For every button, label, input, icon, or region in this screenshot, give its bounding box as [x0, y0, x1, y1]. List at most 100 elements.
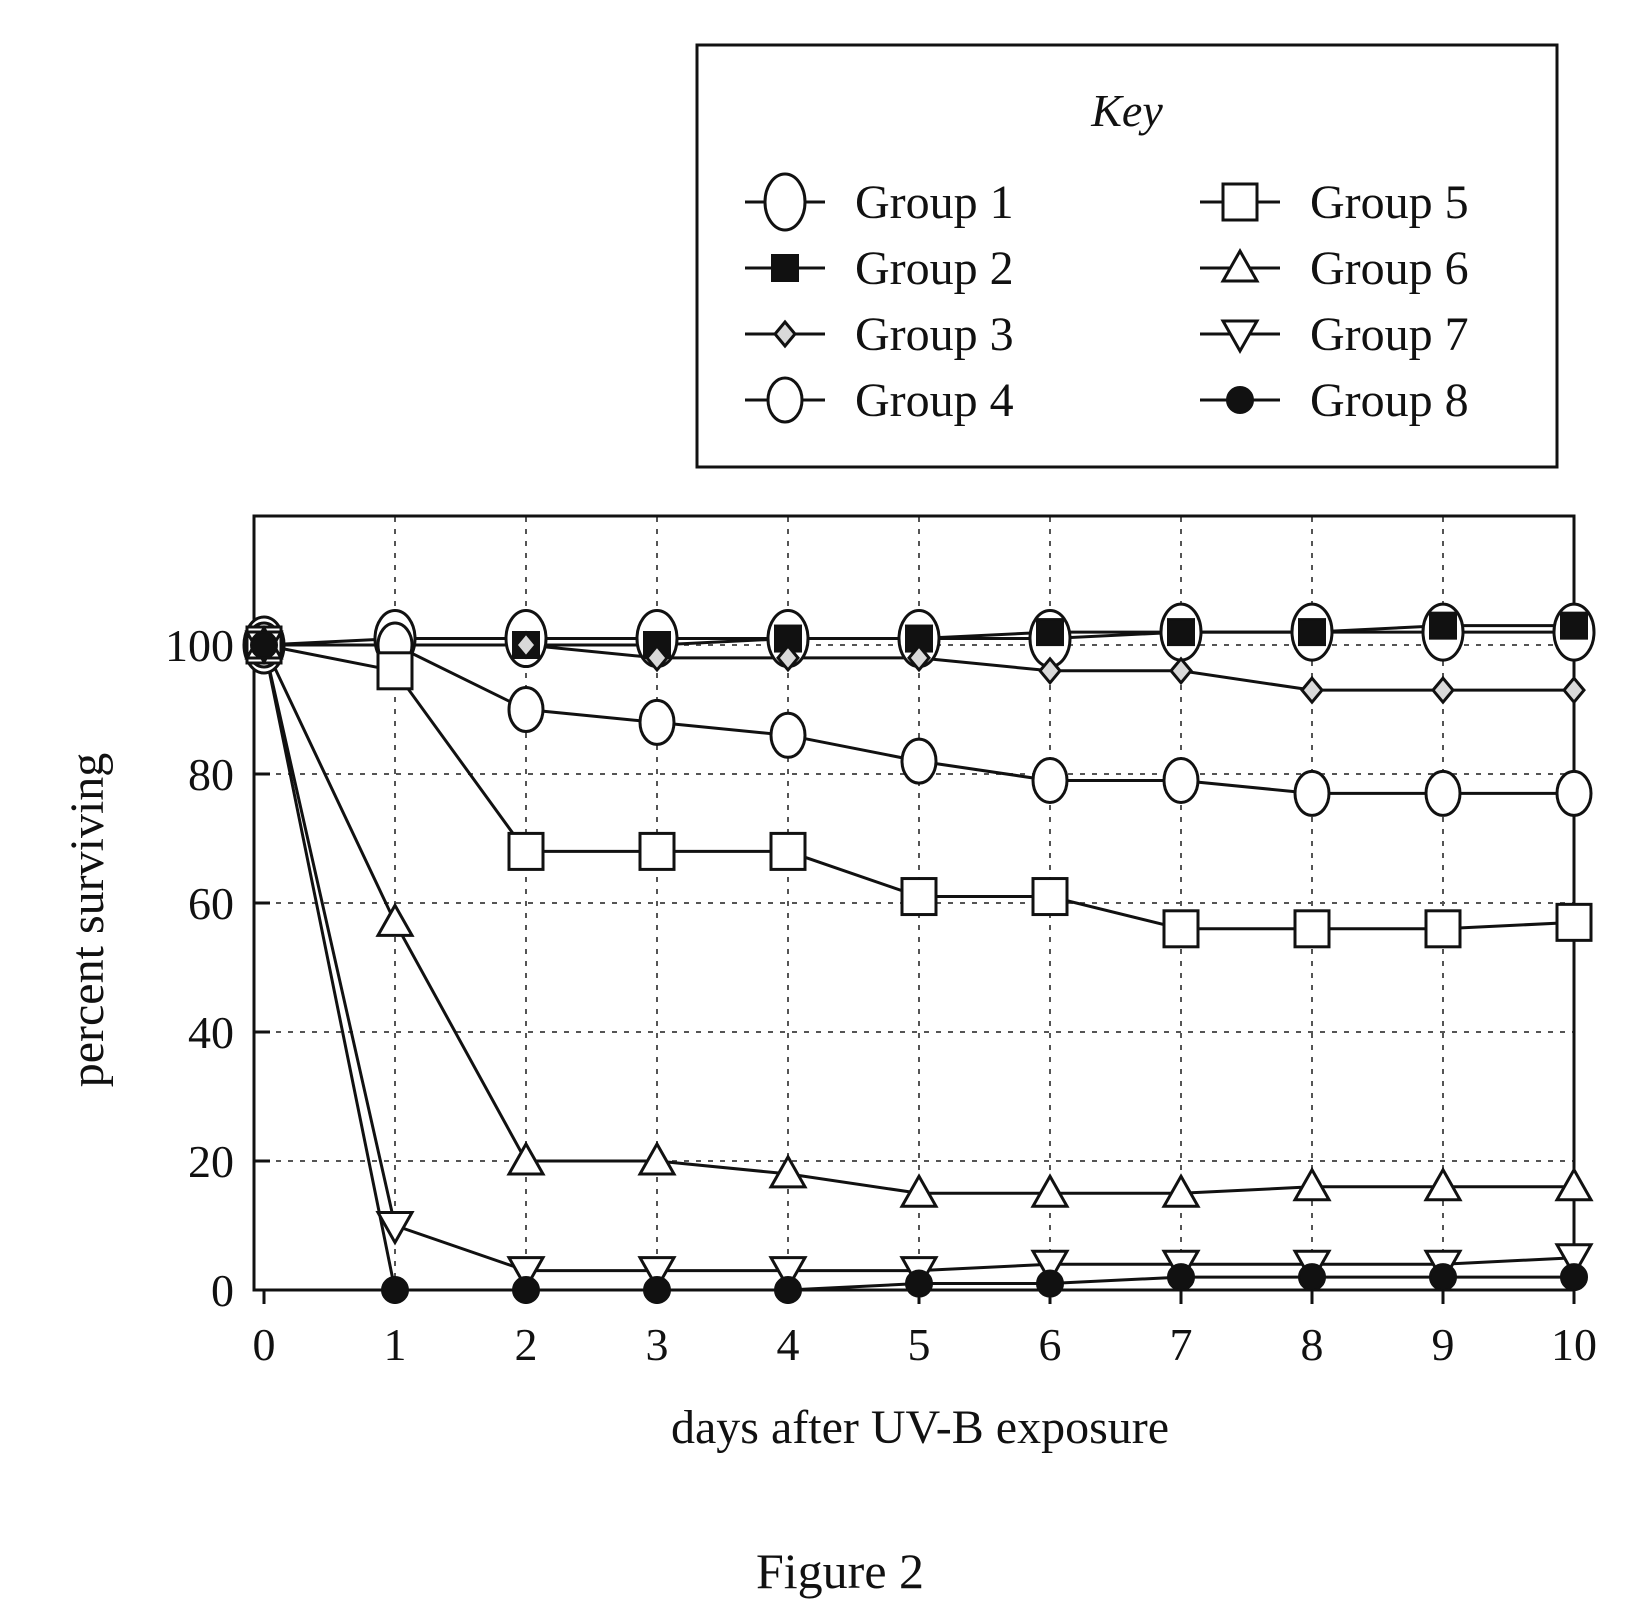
x-tick-label: 4	[777, 1319, 800, 1370]
figure-caption: Figure 2	[756, 1543, 924, 1599]
series-5-point	[1293, 909, 1331, 949]
series-6-point	[1161, 1173, 1201, 1208]
legend-items: Group 1 Group 2 Group 3 Group 4 Group 5 Group…	[745, 172, 1469, 427]
x-tick-label: 2	[515, 1319, 538, 1370]
series-3-point	[1169, 656, 1193, 686]
series-7-point	[1030, 1249, 1070, 1285]
y-axis: 0 20 40 60 80 100	[165, 620, 270, 1316]
legend-label: Group 1	[855, 176, 1014, 229]
legend-entry-6: Group 6	[1200, 242, 1469, 295]
series-8-point	[512, 1276, 540, 1304]
legend-entry-7: Group 7	[1200, 308, 1469, 361]
y-axis-label: percent surviving	[61, 753, 114, 1088]
legend-label: Group 7	[1310, 308, 1469, 361]
series-6-line	[262, 644, 1574, 1195]
series-6-point	[768, 1153, 808, 1189]
x-tick-label: 8	[1301, 1319, 1324, 1370]
series-layer	[242, 602, 1596, 1304]
y-tick-label: 80	[188, 749, 234, 800]
series-6-points	[244, 624, 1594, 1208]
series-6-point	[1030, 1173, 1070, 1208]
x-tick-label: 7	[1170, 1319, 1193, 1370]
x-tick-label: 5	[908, 1319, 931, 1370]
series-4-point	[1031, 756, 1069, 804]
legend-label: Group 5	[1310, 176, 1469, 229]
series-3-point	[1038, 656, 1062, 686]
x-axis-label: days after UV-B exposure	[671, 1401, 1169, 1454]
series-2-point	[1429, 611, 1457, 640]
series-8-point	[1429, 1263, 1457, 1292]
series-6-point	[899, 1173, 939, 1208]
series-3-point	[907, 643, 931, 673]
series-3-point	[645, 643, 669, 673]
series-8-point	[774, 1276, 802, 1304]
legend-swatch-marker	[771, 254, 799, 282]
series-5-point	[1555, 902, 1593, 942]
legend-swatch-marker	[1220, 247, 1260, 283]
series-4-point	[1162, 756, 1200, 804]
series-4-point	[769, 711, 807, 759]
series-6-point	[1292, 1166, 1332, 1202]
legend-entry-4: Group 4	[745, 374, 1014, 427]
legend-swatch-marker	[1226, 386, 1254, 414]
legend-entry-3: Group 3	[745, 308, 1014, 361]
series-4-point	[1293, 769, 1331, 817]
legend-swatch-marker	[763, 172, 807, 232]
series-4-point	[1555, 769, 1593, 817]
y-tick-label: 60	[188, 878, 234, 929]
y-tick-label: 100	[165, 620, 234, 671]
series-2-point	[1560, 611, 1588, 640]
legend-entry-5: Group 5	[1200, 176, 1469, 229]
plot-area: 0 20 40 60 80 100 0 1 2 3 4 5 6 7 8 9 10	[165, 514, 1597, 1370]
series-6-point	[375, 902, 415, 937]
series-2-point	[1036, 618, 1064, 647]
series-7-point	[768, 1256, 808, 1291]
series-5-point	[769, 831, 807, 871]
legend-swatch-marker	[766, 376, 804, 424]
legend-swatch-marker	[1220, 319, 1260, 355]
series-5-point	[638, 831, 676, 871]
series-3-point	[1431, 675, 1455, 705]
series-8-point	[643, 1276, 671, 1304]
x-tick-label: 9	[1432, 1319, 1455, 1370]
legend-frame	[695, 43, 1559, 469]
legend-entry-1: Group 1	[745, 172, 1014, 232]
series-3-point	[776, 643, 800, 673]
series-6-point	[1554, 1166, 1594, 1202]
series-6	[262, 644, 1574, 1195]
series-4-point	[900, 737, 938, 785]
x-axis: 0 1 2 3 4 5 6 7 8 9 10	[253, 1290, 1597, 1370]
series-5-point	[507, 831, 545, 871]
series-4-point	[507, 686, 545, 733]
y-tick-label: 20	[188, 1136, 234, 1187]
x-tick-label: 1	[384, 1319, 407, 1370]
series-4-point	[638, 698, 676, 746]
series-5-point	[1162, 909, 1200, 949]
series-3-point	[1562, 675, 1586, 705]
series-2-point	[1298, 618, 1326, 647]
series-8-point	[1167, 1263, 1195, 1292]
series-4-point	[1424, 769, 1462, 817]
y-tick-label: 40	[188, 1007, 234, 1058]
legend-label: Group 6	[1310, 242, 1469, 295]
x-tick-label: 0	[253, 1319, 276, 1370]
series-2-point	[1167, 618, 1195, 647]
series-7-point	[506, 1256, 546, 1291]
legend-swatch-marker	[773, 319, 797, 349]
series-8-point	[381, 1276, 409, 1304]
legend-entry-8: Group 8	[1200, 374, 1469, 427]
legend-title: Key	[1090, 85, 1163, 136]
legend-swatch-marker	[1221, 182, 1259, 222]
series-8-point	[1298, 1263, 1326, 1292]
series-8-point	[905, 1269, 933, 1298]
legend-label: Group 4	[855, 374, 1014, 427]
legend-label: Group 3	[855, 308, 1014, 361]
series-8-point	[250, 631, 278, 659]
legend-label: Group 2	[855, 242, 1014, 295]
series-7-point	[375, 1211, 415, 1246]
series-8-point	[1036, 1269, 1064, 1298]
series-5-point	[900, 877, 938, 917]
series-7-point	[1554, 1243, 1594, 1278]
